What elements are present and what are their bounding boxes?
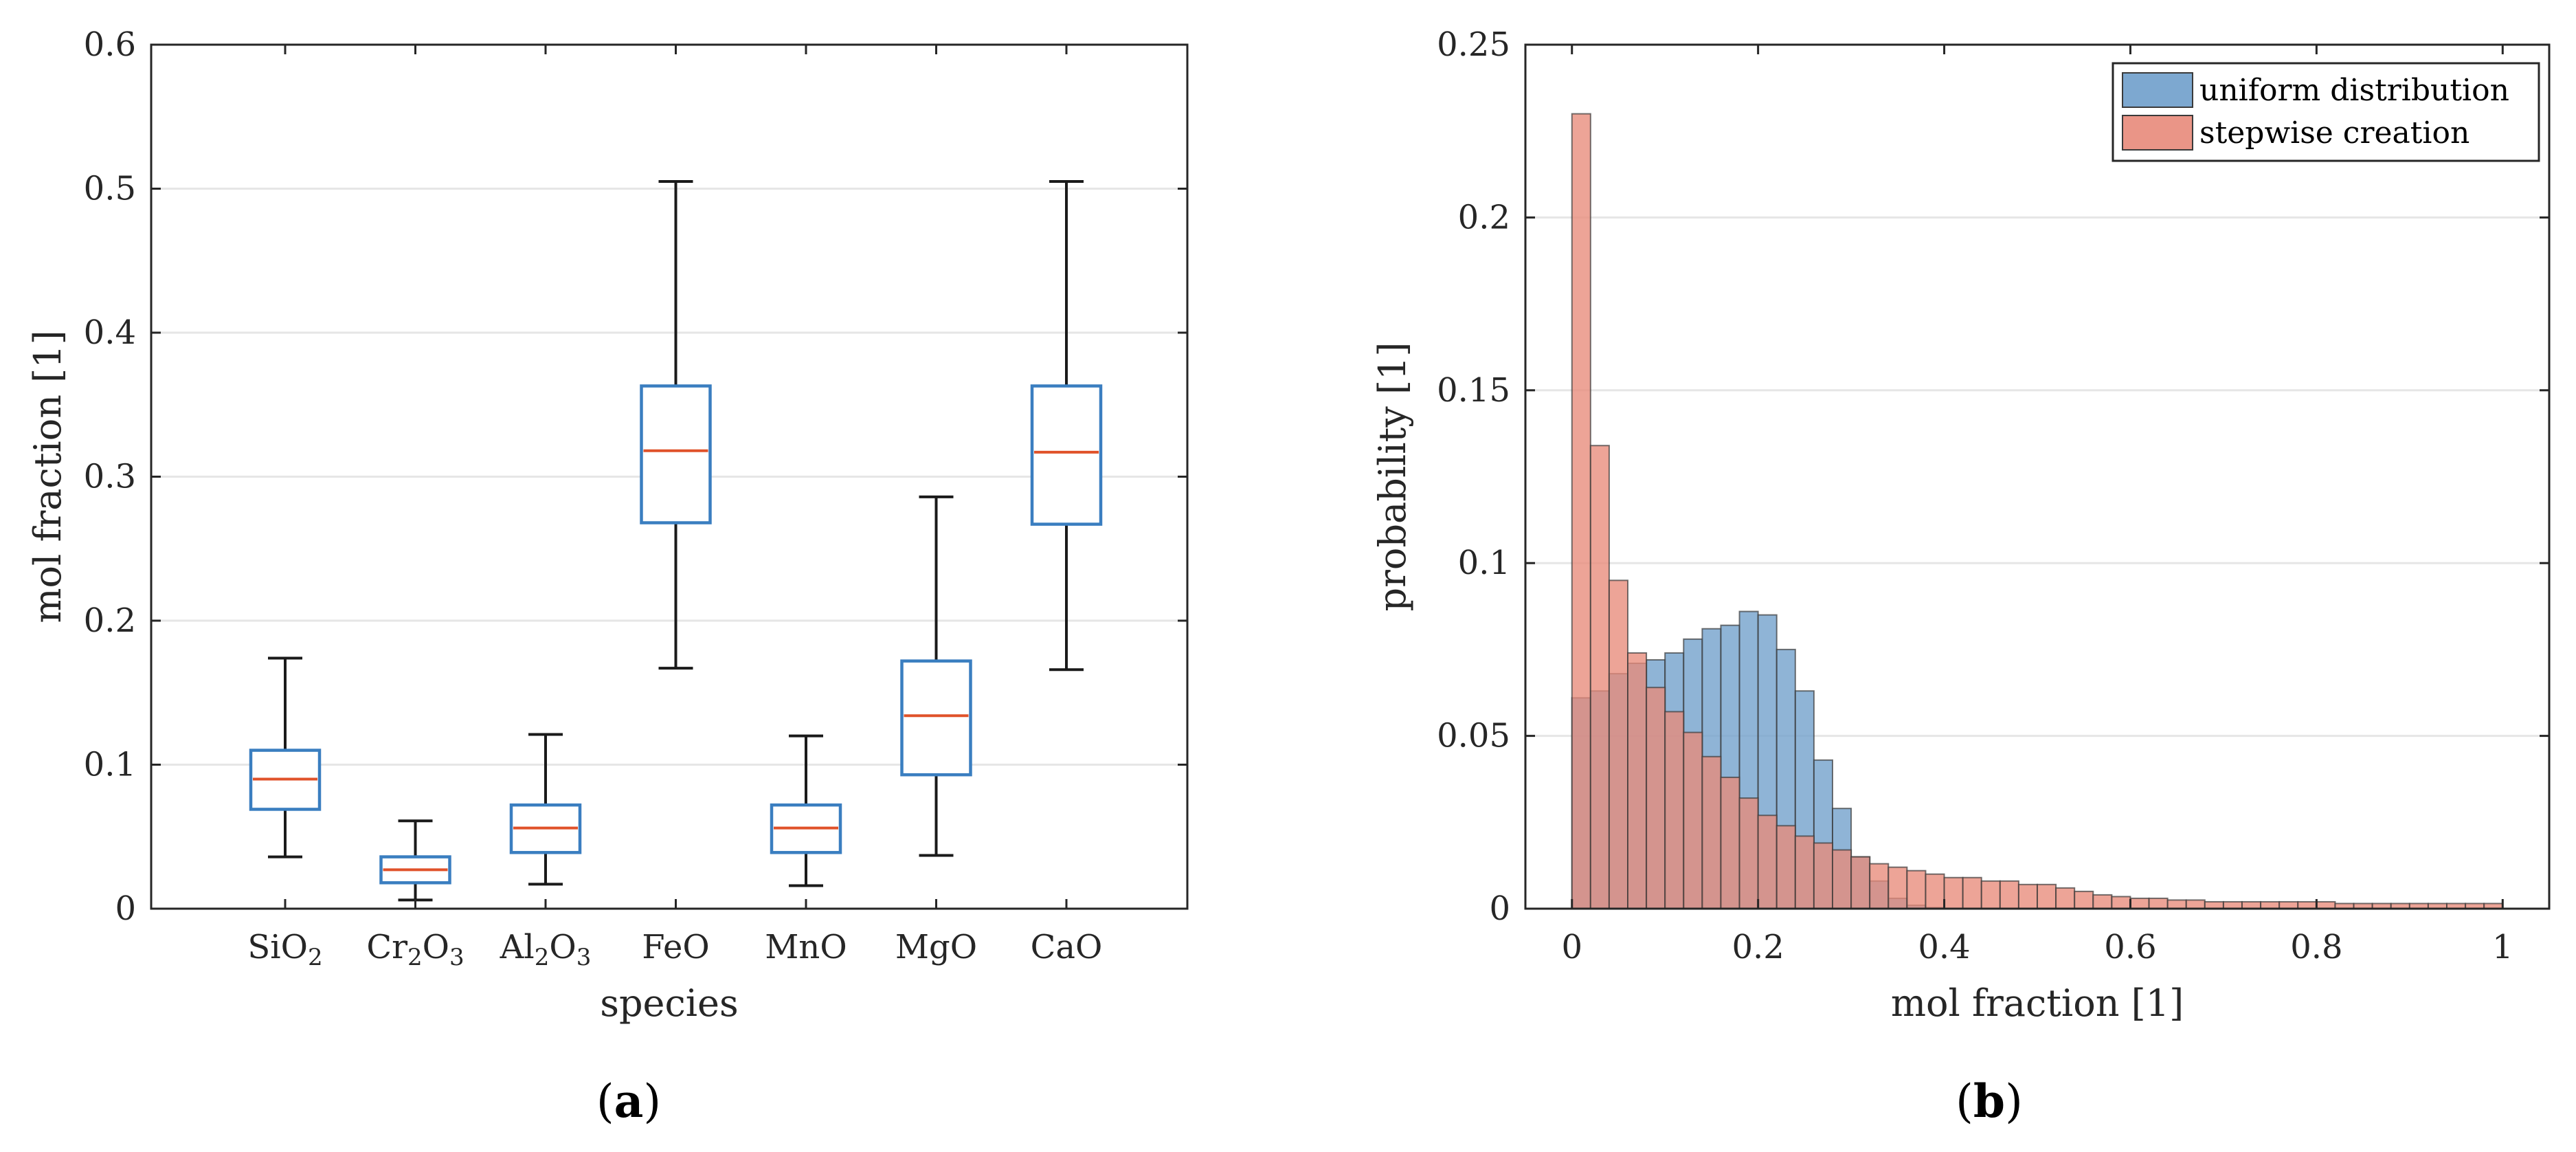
b-bar-stepwise (2037, 883, 2057, 909)
b-ytick-label: 0.05 (1437, 717, 1510, 755)
b-bar-stepwise (1738, 797, 1759, 909)
b-bar-stepwise (1813, 842, 1834, 910)
b-xtick-label: 0 (1561, 928, 1582, 966)
a-xtick-label: Cr2O3 (366, 928, 464, 971)
b-bar-stepwise (2166, 899, 2187, 910)
a-axes-frame (150, 43, 1189, 910)
a-xtick-label: FeO (642, 928, 709, 966)
a-ytick-label: 0.2 (84, 601, 136, 640)
b-xtick-label: 0.4 (1918, 928, 1970, 966)
b-xlabel: mol fraction [1] (1891, 982, 2184, 1025)
b-xtick-label: 1 (2492, 928, 2513, 966)
a-box-3 (640, 180, 712, 670)
b-bar-stepwise (1646, 687, 1666, 909)
b-xtick-label: 0.6 (2104, 928, 2156, 966)
b-ytick-label: 0.2 (1458, 198, 1510, 236)
b-ytick-label: 0.15 (1437, 371, 1510, 410)
b-axes-frame (1524, 43, 2551, 910)
a-box-body (1030, 384, 1103, 526)
a-box-body (640, 384, 712, 524)
b-bar-stepwise (1776, 825, 1796, 909)
b-ytick-label: 0.1 (1458, 544, 1510, 582)
b-bar-stepwise (2148, 897, 2169, 910)
a-xlabel: species (600, 982, 738, 1025)
b-bar-stepwise (1888, 866, 1908, 909)
b-bar-stepwise (1794, 835, 1815, 909)
b-legend-label: uniform distribution (2199, 73, 2509, 108)
b-bar-stepwise (1720, 776, 1740, 910)
b-ylabel: probability [1] (1371, 342, 1414, 612)
b-bar-stepwise (1571, 113, 1591, 909)
b-bar-stepwise (2222, 900, 2243, 909)
b-bar-stepwise (2278, 900, 2299, 909)
a-ytick-label: 0.1 (84, 746, 136, 784)
a-box-body (900, 659, 972, 777)
a-ytick-label: 0.6 (84, 25, 136, 64)
a-xtick-label: Al2O3 (500, 928, 592, 971)
b-bar-stepwise (2129, 897, 2150, 910)
b-bar-stepwise (2074, 890, 2094, 909)
b-bar-stepwise (1962, 876, 1982, 910)
a-box-2 (509, 733, 582, 886)
a-ytick-label: 0 (115, 889, 136, 928)
a-xtick-label: MgO (895, 928, 977, 966)
b-bar-stepwise (2297, 900, 2318, 909)
b-bar-stepwise (2204, 900, 2224, 909)
b-bar-stepwise (2185, 899, 2206, 910)
a-panel-label: (a) (596, 1074, 661, 1128)
b-ytick-label: 0.25 (1437, 25, 1510, 64)
b-bar-stepwise (2241, 900, 2262, 909)
b-panel-label: (b) (1956, 1074, 2023, 1128)
b-ytick-label: 0 (1489, 889, 1510, 928)
b-bar-stepwise (2260, 900, 2281, 909)
b-bar-stepwise (2092, 894, 2113, 909)
a-xtick-label: SiO2 (247, 928, 322, 971)
b-legend-swatch (2122, 72, 2193, 108)
a-box-5 (900, 495, 972, 857)
b-bar-stepwise (2017, 883, 2039, 909)
b-bar-stepwise (1664, 711, 1685, 910)
b-xtick-label: 0.8 (2290, 928, 2342, 966)
b-bar-stepwise (2316, 900, 2336, 909)
b-bar-stepwise (2055, 887, 2076, 910)
b-legend-swatch (2122, 115, 2193, 151)
a-ytick-label: 0.5 (84, 170, 136, 208)
a-ytick-label: 0.4 (84, 313, 136, 352)
a-ylabel: mol fraction [1] (26, 330, 69, 623)
a-ytick-label: 0.3 (84, 458, 136, 496)
b-bar-stepwise (1943, 876, 1964, 910)
a-box-0 (249, 656, 322, 859)
b-bar-stepwise (1757, 815, 1778, 910)
b-bar-stepwise (1850, 856, 1871, 909)
b-bar-stepwise (1683, 731, 1703, 910)
a-xtick-label: CaO (1031, 928, 1103, 966)
b-bar-stepwise (1869, 863, 1890, 909)
b-bar-stepwise (1627, 652, 1648, 909)
b-bar-stepwise (1980, 880, 2001, 909)
b-bar-stepwise (1906, 869, 1927, 910)
b-bar-stepwise (2111, 896, 2131, 909)
a-box-6 (1030, 180, 1103, 672)
b-xtick-label: 0.2 (1732, 928, 1784, 966)
b-bar-stepwise (1701, 755, 1722, 909)
a-box-4 (770, 734, 842, 887)
b-bar-stepwise (1832, 849, 1852, 910)
b-bar-stepwise (1608, 579, 1629, 910)
b-bar-stepwise (1589, 445, 1610, 909)
a-box-1 (379, 819, 451, 902)
b-bar-stepwise (1925, 873, 1945, 909)
b-bar-stepwise (1999, 880, 2019, 909)
a-xtick-label: MnO (765, 928, 847, 966)
b-legend-label: stepwise creation (2199, 115, 2469, 151)
